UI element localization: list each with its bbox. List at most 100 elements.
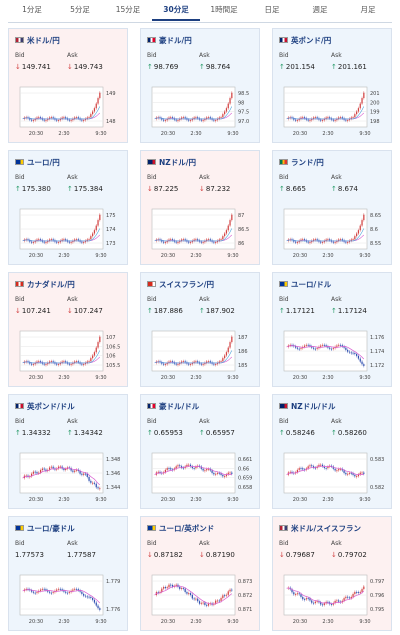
pair-name[interactable]: ユーロ/ドル — [291, 279, 332, 289]
pair-name[interactable]: ユーロ/円 — [27, 157, 60, 167]
mini-chart[interactable]: 187 186 185 20:30 2:30 9:30 — [145, 326, 257, 384]
bid-label: Bid — [147, 540, 157, 547]
candle — [168, 361, 170, 363]
bid-value: ↑1.34332 — [15, 429, 51, 437]
candle — [302, 117, 304, 119]
tab-15min[interactable]: 15分足 — [115, 5, 141, 14]
rate-card[interactable]: 英ポンド/ドル Bid Ask ↑1.34332 ↑1.34342 1.348 1.346 1… — [8, 394, 128, 509]
candle — [321, 344, 324, 346]
tab-30min[interactable]: 30分足 — [152, 0, 200, 21]
candle — [43, 468, 45, 470]
candles — [287, 343, 365, 368]
rate-card[interactable]: ユーロ/豪ドル Bid Ask 1.77573 1.77587 1.779 1.776 20:… — [8, 516, 128, 631]
card-header: 豪ドル/ドル — [147, 401, 199, 411]
rate-card[interactable]: 英ポンド/円 Bid Ask ↑201.154 ↑201.161 201 200 199 198… — [272, 28, 392, 143]
pair-name[interactable]: ランド/円 — [291, 157, 324, 167]
pair-name[interactable]: カナダドル/円 — [27, 279, 75, 289]
rate-card[interactable]: 米ドル/円 Bid Ask ↓149.741 ↓149.743 149 148 20:30 2:… — [8, 28, 128, 143]
pair-name[interactable]: NZドル/円 — [159, 157, 196, 167]
mini-chart[interactable]: 0.583 0.582 20:30 2:30 9:30 — [277, 448, 389, 506]
candle — [341, 468, 343, 471]
pair-name[interactable]: 豪ドル/ドル — [159, 401, 200, 411]
candle — [57, 242, 60, 243]
candle — [77, 469, 79, 472]
pair-name[interactable]: NZドル/ドル — [291, 401, 336, 411]
pair-name[interactable]: 英ポンド/円 — [291, 35, 332, 45]
candle — [225, 352, 228, 356]
candle — [336, 600, 338, 602]
rate-card[interactable]: ユーロ/ドル Bid Ask ↑1.17121 ↑1.17124 1.176 1.174 1.… — [272, 272, 392, 387]
arrow-up-icon: ↑ — [279, 429, 285, 437]
candle — [162, 363, 165, 365]
arrow-up-icon: ↑ — [15, 429, 21, 437]
candle — [216, 362, 219, 365]
rate-card[interactable]: ユーロ/英ポンド Bid Ask ↓0.87182 ↓0.87190 0.873 0.872… — [140, 516, 260, 631]
candle — [191, 594, 193, 599]
y-tick-label: 86.5 — [238, 227, 249, 233]
candle — [68, 592, 70, 593]
candle — [189, 120, 192, 121]
candle — [166, 362, 168, 365]
y-tick-label: 1.174 — [370, 349, 384, 355]
mini-chart[interactable]: 0.661 0.66 0.659 0.658 20:30 2:30 9:30 — [145, 448, 257, 506]
candle — [72, 470, 74, 472]
candle — [352, 239, 354, 241]
pair-name[interactable]: ユーロ/英ポンド — [159, 523, 215, 533]
tab-1hour[interactable]: 1時間足 — [210, 5, 238, 14]
mini-chart[interactable]: 8.65 8.6 8.55 20:30 2:30 9:30 — [277, 204, 389, 262]
pair-name[interactable]: ユーロ/豪ドル — [27, 523, 75, 533]
rate-card[interactable]: 豪ドル/ドル Bid Ask ↑0.65953 ↑0.65957 0.661 0.66 0.6… — [140, 394, 260, 509]
candle — [45, 242, 47, 243]
pair-name[interactable]: 英ポンド/ドル — [27, 401, 75, 411]
mini-chart[interactable]: 1.176 1.174 1.172 20:30 2:30 9:30 — [277, 326, 389, 384]
candle — [347, 473, 349, 475]
tab-weekly[interactable]: 週足 — [312, 5, 328, 14]
candle — [334, 120, 336, 121]
tab-1min[interactable]: 1分足 — [22, 5, 42, 14]
rate-card[interactable]: スイスフラン/円 Bid Ask ↑187.886 ↑187.902 187 186 185 2… — [140, 272, 260, 387]
mini-chart[interactable]: 98.5 98 97.5 97.0 20:30 2:30 9:30 — [145, 82, 257, 140]
candle — [222, 114, 224, 118]
mini-chart[interactable]: 87 86.5 86 20:30 2:30 9:30 — [145, 204, 257, 262]
rate-card[interactable]: ユーロ/円 Bid Ask ↑175.380 ↑175.384 175 174 173 20:3… — [8, 150, 128, 265]
candle — [86, 473, 88, 477]
rate-card[interactable]: NZドル/円 Bid Ask ↓87.225 ↓87.232 87 86.5 86 20:30 2… — [140, 150, 260, 265]
tab-monthly[interactable]: 月足 — [360, 5, 376, 14]
mini-chart[interactable]: 149 148 20:30 2:30 9:30 — [13, 82, 125, 140]
mini-chart[interactable]: 0.797 0.796 0.795 20:30 2:30 9:30 — [277, 570, 389, 628]
tab-daily[interactable]: 日足 — [264, 5, 280, 14]
candle — [224, 355, 226, 359]
mini-chart[interactable]: 0.873 0.872 0.871 20:30 2:30 9:30 — [145, 570, 257, 628]
pair-name[interactable]: スイスフラン/円 — [159, 279, 215, 289]
y-tick-label: 200 — [370, 100, 380, 106]
y-tick-label: 175 — [106, 213, 116, 219]
rate-card[interactable]: ランド/円 Bid Ask ↑8.665 ↑8.674 8.65 8.6 8.55 20:30 2… — [272, 150, 392, 265]
pair-name[interactable]: 米ドル/円 — [27, 35, 60, 45]
candle — [216, 472, 219, 474]
candle — [224, 595, 226, 597]
rate-card[interactable]: 米ドル/スイスフラン Bid Ask ↓0.79687 ↓0.79702 0.797 0.7… — [272, 516, 392, 631]
flag-icon — [279, 403, 288, 409]
mini-chart[interactable]: 175 174 173 20:30 2:30 9:30 — [13, 204, 125, 262]
mini-chart[interactable]: 1.348 1.346 1.344 20:30 2:30 9:30 — [13, 448, 125, 506]
mini-chart[interactable]: 107 106.5 106 105.5 20:30 2:30 9:30 — [13, 326, 125, 384]
rate-number: 175.384 — [73, 185, 103, 193]
rate-number: 1.77573 — [15, 551, 44, 559]
pair-name[interactable]: 米ドル/スイスフラン — [291, 523, 362, 533]
rate-card[interactable]: 豪ドル/円 Bid Ask ↑98.769 ↑98.764 98.5 98 97.5 97.0 2… — [140, 28, 260, 143]
candle — [229, 472, 231, 474]
tab-5min[interactable]: 5分足 — [70, 5, 90, 14]
y-tick-label: 187 — [238, 335, 248, 341]
mini-chart[interactable]: 1.779 1.776 20:30 2:30 9:30 — [13, 570, 125, 628]
mini-chart[interactable]: 201 200 199 198 20:30 2:30 9:30 — [277, 82, 389, 140]
pair-name[interactable]: 豪ドル/円 — [159, 35, 192, 45]
arrow-up-icon: ↑ — [67, 185, 73, 193]
candle — [350, 117, 352, 119]
candle — [357, 592, 360, 593]
candle — [170, 584, 172, 586]
rate-card[interactable]: NZドル/ドル Bid Ask ↑0.58246 ↑0.58260 0.583 0.582 2… — [272, 394, 392, 509]
ask-label: Ask — [67, 296, 78, 303]
rate-card[interactable]: カナダドル/円 Bid Ask ↓107.241 ↓107.247 107 106.5 106… — [8, 272, 128, 387]
candle — [43, 119, 45, 121]
rate-number: 175.380 — [21, 185, 51, 193]
